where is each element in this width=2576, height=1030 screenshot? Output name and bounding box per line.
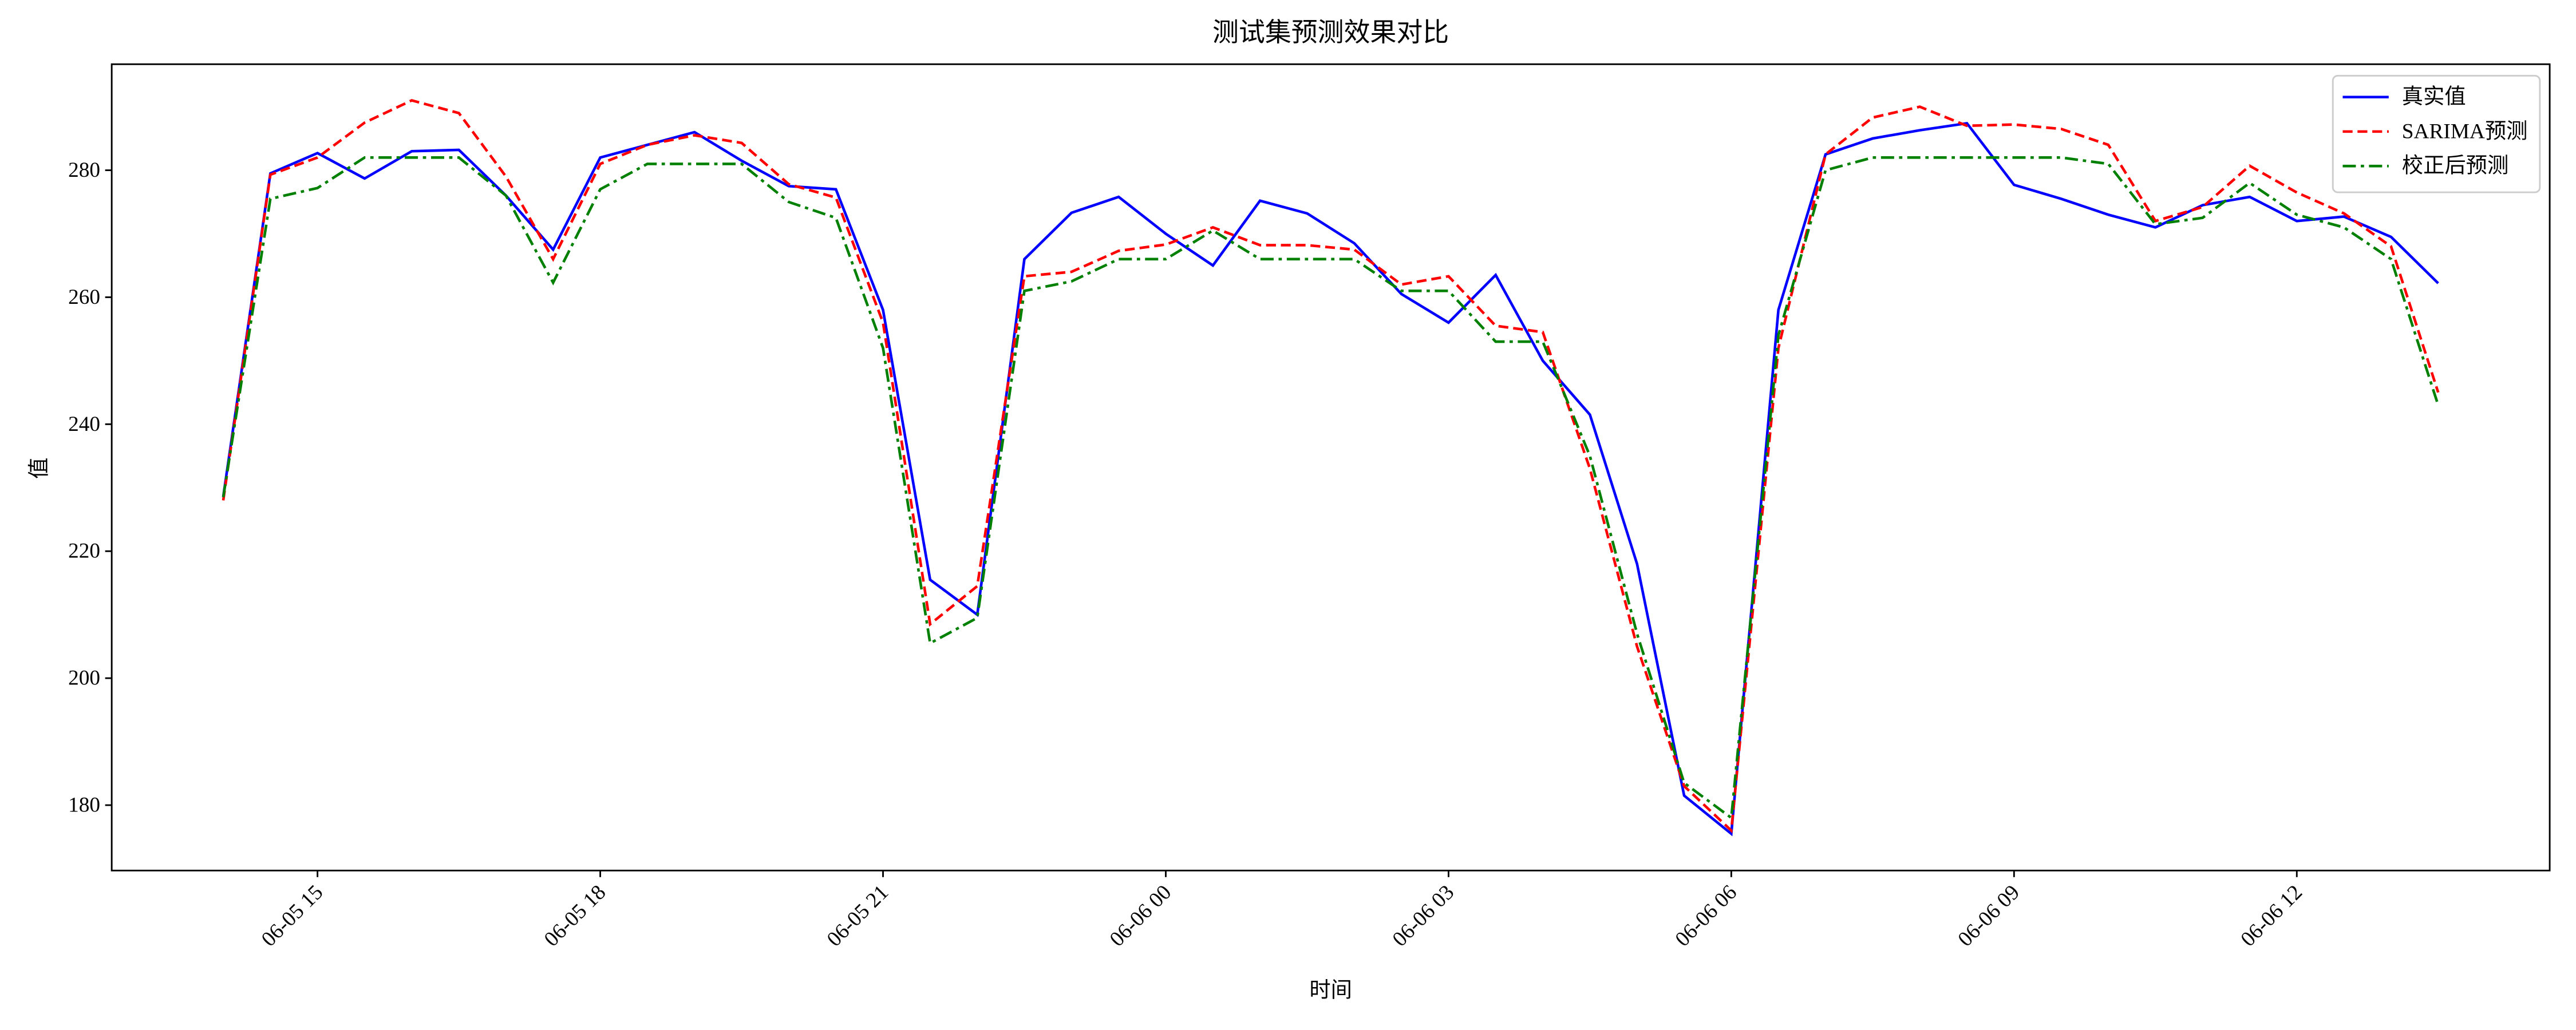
x-tick-label: 06-05 18 (540, 881, 610, 951)
series-line (222, 121, 2439, 837)
series-line (222, 99, 2440, 834)
x-tick-label: 06-05 15 (257, 881, 327, 951)
series-line (222, 156, 2440, 821)
x-tick-label: 06-06 03 (1388, 881, 1459, 951)
plot-frame (110, 63, 2551, 871)
legend-box (2332, 74, 2541, 193)
y-tick-label: 260 (68, 286, 100, 309)
y-tick-label: 220 (68, 540, 100, 563)
legend-label: SARIMA预测 (2402, 120, 2528, 143)
x-tick-label: 06-06 09 (1954, 881, 2024, 951)
x-tick-label: 06-06 00 (1105, 881, 1176, 951)
chart-title: 测试集预测效果对比 (1212, 18, 1449, 47)
x-tick-label: 06-06 06 (1671, 881, 1741, 951)
x-tick-label: 06-06 12 (2237, 881, 2307, 951)
y-tick-label: 280 (68, 159, 100, 182)
legend-label: 真实值 (2402, 85, 2466, 109)
y-tick-label: 200 (68, 667, 100, 690)
x-tick-label: 06-05 21 (823, 881, 893, 951)
y-tick-label: 180 (68, 794, 100, 817)
legend-label: 校正后预测 (2402, 154, 2508, 178)
x-axis-label: 时间 (1309, 978, 1352, 1002)
y-tick-label: 240 (68, 413, 100, 436)
y-axis-label: 值 (27, 458, 51, 479)
